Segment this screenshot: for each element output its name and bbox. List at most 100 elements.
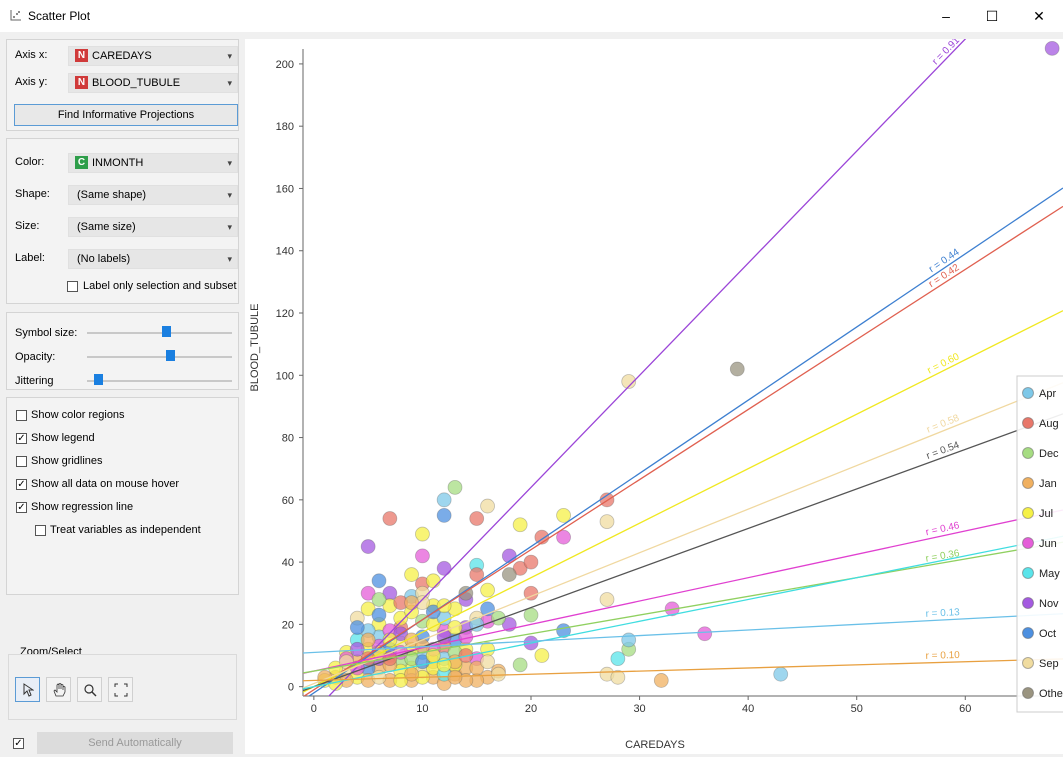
option-checkbox-5[interactable] bbox=[35, 525, 46, 536]
data-point[interactable] bbox=[360, 539, 376, 554]
opacity-track[interactable] bbox=[87, 356, 232, 358]
data-point[interactable] bbox=[480, 582, 495, 598]
y-tick-label: 100 bbox=[276, 370, 294, 382]
data-point[interactable] bbox=[1044, 40, 1060, 56]
legend-label: Apr bbox=[1039, 388, 1056, 400]
data-point[interactable] bbox=[491, 666, 506, 682]
data-point[interactable] bbox=[447, 479, 463, 495]
data-point[interactable] bbox=[523, 554, 539, 570]
jittering-track[interactable] bbox=[87, 380, 232, 382]
data-point[interactable] bbox=[621, 632, 637, 648]
size-select[interactable]: (Same size) ▾ bbox=[68, 217, 238, 237]
data-point[interactable] bbox=[382, 511, 398, 526]
data-point[interactable] bbox=[371, 592, 387, 607]
data-point[interactable] bbox=[404, 595, 419, 610]
data-point[interactable] bbox=[491, 610, 506, 626]
hand-icon[interactable] bbox=[46, 677, 71, 702]
data-point[interactable] bbox=[534, 648, 550, 663]
opacity-slider[interactable] bbox=[165, 350, 175, 361]
data-point[interactable] bbox=[415, 526, 430, 542]
data-point[interactable] bbox=[349, 620, 365, 635]
magnifier-icon[interactable] bbox=[77, 677, 102, 702]
label-only-selection-label: Label only selection and subset bbox=[83, 280, 237, 292]
data-point[interactable] bbox=[393, 610, 409, 626]
data-point[interactable] bbox=[599, 592, 615, 607]
maximize-button[interactable]: ☐ bbox=[985, 8, 999, 24]
data-point[interactable] bbox=[360, 585, 376, 601]
data-point[interactable] bbox=[360, 632, 376, 648]
data-point[interactable] bbox=[436, 492, 452, 508]
data-point[interactable] bbox=[436, 508, 452, 523]
data-point[interactable] bbox=[436, 560, 452, 576]
data-point[interactable] bbox=[621, 374, 637, 389]
data-point[interactable] bbox=[371, 573, 387, 589]
regression-line bbox=[303, 413, 1063, 692]
legend-marker bbox=[1022, 627, 1034, 639]
data-point[interactable] bbox=[404, 666, 419, 682]
label-only-selection-checkbox[interactable] bbox=[67, 281, 78, 292]
data-point[interactable] bbox=[469, 511, 485, 526]
axis-y-select[interactable]: N BLOOD_TUBULE ▾ bbox=[68, 73, 238, 93]
axis-x-select[interactable]: N CAREDAYS ▾ bbox=[68, 46, 238, 66]
label-select[interactable]: (No labels) ▾ bbox=[68, 249, 238, 269]
fit-icon[interactable] bbox=[108, 677, 133, 702]
jittering-slider[interactable] bbox=[93, 374, 103, 385]
data-point[interactable] bbox=[556, 529, 571, 545]
option-checkbox-4[interactable]: ✓ bbox=[16, 502, 27, 513]
y-tick-label: 160 bbox=[276, 183, 294, 195]
data-point[interactable] bbox=[469, 567, 485, 582]
data-point[interactable] bbox=[480, 641, 495, 657]
zoom-select-frame bbox=[8, 654, 237, 720]
data-point[interactable] bbox=[371, 607, 387, 623]
shape-select[interactable]: (Same shape) ▾ bbox=[68, 185, 238, 205]
option-checkbox-0[interactable] bbox=[16, 410, 27, 421]
plot-area[interactable]: 0 20 40 60 80 100 120 140 160 180 200 0 10 20 30 40 50 60… bbox=[245, 35, 1063, 754]
data-point[interactable] bbox=[523, 607, 539, 623]
scatter-plot[interactable]: 0 20 40 60 80 100 120 140 160 180 200 0 10 20 30 40 50 60… bbox=[245, 35, 1063, 754]
symbol-size-track[interactable] bbox=[87, 332, 232, 334]
data-point[interactable] bbox=[729, 361, 745, 377]
send-automatically-button[interactable]: Send Automatically bbox=[37, 732, 233, 754]
data-point[interactable] bbox=[697, 626, 713, 642]
data-point[interactable] bbox=[501, 567, 517, 582]
close-button[interactable]: ✕ bbox=[1033, 8, 1045, 24]
data-point[interactable] bbox=[404, 567, 419, 582]
data-point[interactable] bbox=[610, 651, 626, 667]
axis-y-value: BLOOD_TUBULE bbox=[92, 77, 181, 89]
data-point[interactable] bbox=[512, 560, 528, 576]
data-point[interactable] bbox=[393, 673, 409, 688]
data-point[interactable] bbox=[447, 669, 463, 685]
data-point[interactable] bbox=[512, 657, 528, 673]
color-label: Color: bbox=[15, 156, 45, 168]
data-point[interactable] bbox=[480, 498, 495, 514]
data-point[interactable] bbox=[599, 514, 615, 530]
data-point[interactable] bbox=[415, 548, 430, 564]
y-tick-label: 80 bbox=[282, 433, 294, 445]
find-informative-projections-button[interactable]: Find Informative Projections bbox=[14, 104, 238, 126]
data-point[interactable] bbox=[512, 517, 528, 533]
pointer-icon[interactable] bbox=[15, 677, 40, 702]
color-select[interactable]: C INMONTH ▾ bbox=[68, 153, 238, 173]
chevron-down-icon: ▾ bbox=[227, 158, 232, 168]
data-point[interactable] bbox=[469, 660, 485, 676]
jittering-label: Jittering bbox=[15, 375, 54, 387]
y-tick-label: 0 bbox=[288, 682, 294, 694]
minimize-button[interactable]: – bbox=[942, 8, 950, 24]
data-point[interactable] bbox=[360, 601, 376, 617]
legend-marker bbox=[1022, 507, 1034, 519]
symbol-size-slider[interactable] bbox=[161, 326, 171, 337]
option-checkbox-3[interactable]: ✓ bbox=[16, 479, 27, 490]
data-point[interactable] bbox=[773, 666, 789, 682]
send-automatically-checkbox[interactable]: ✓ bbox=[13, 738, 24, 749]
symbol-size-label: Symbol size: bbox=[15, 327, 78, 339]
option-checkbox-1[interactable]: ✓ bbox=[16, 433, 27, 444]
data-point[interactable] bbox=[425, 573, 441, 589]
data-point[interactable] bbox=[480, 654, 495, 670]
data-point[interactable] bbox=[610, 669, 626, 685]
option-label-2: Show gridlines bbox=[31, 455, 103, 467]
regression-r-label: r = 0.58 bbox=[925, 413, 961, 436]
data-point[interactable] bbox=[653, 673, 669, 688]
regression-line bbox=[303, 658, 1063, 682]
data-point[interactable] bbox=[556, 508, 571, 523]
option-checkbox-2[interactable] bbox=[16, 456, 27, 467]
